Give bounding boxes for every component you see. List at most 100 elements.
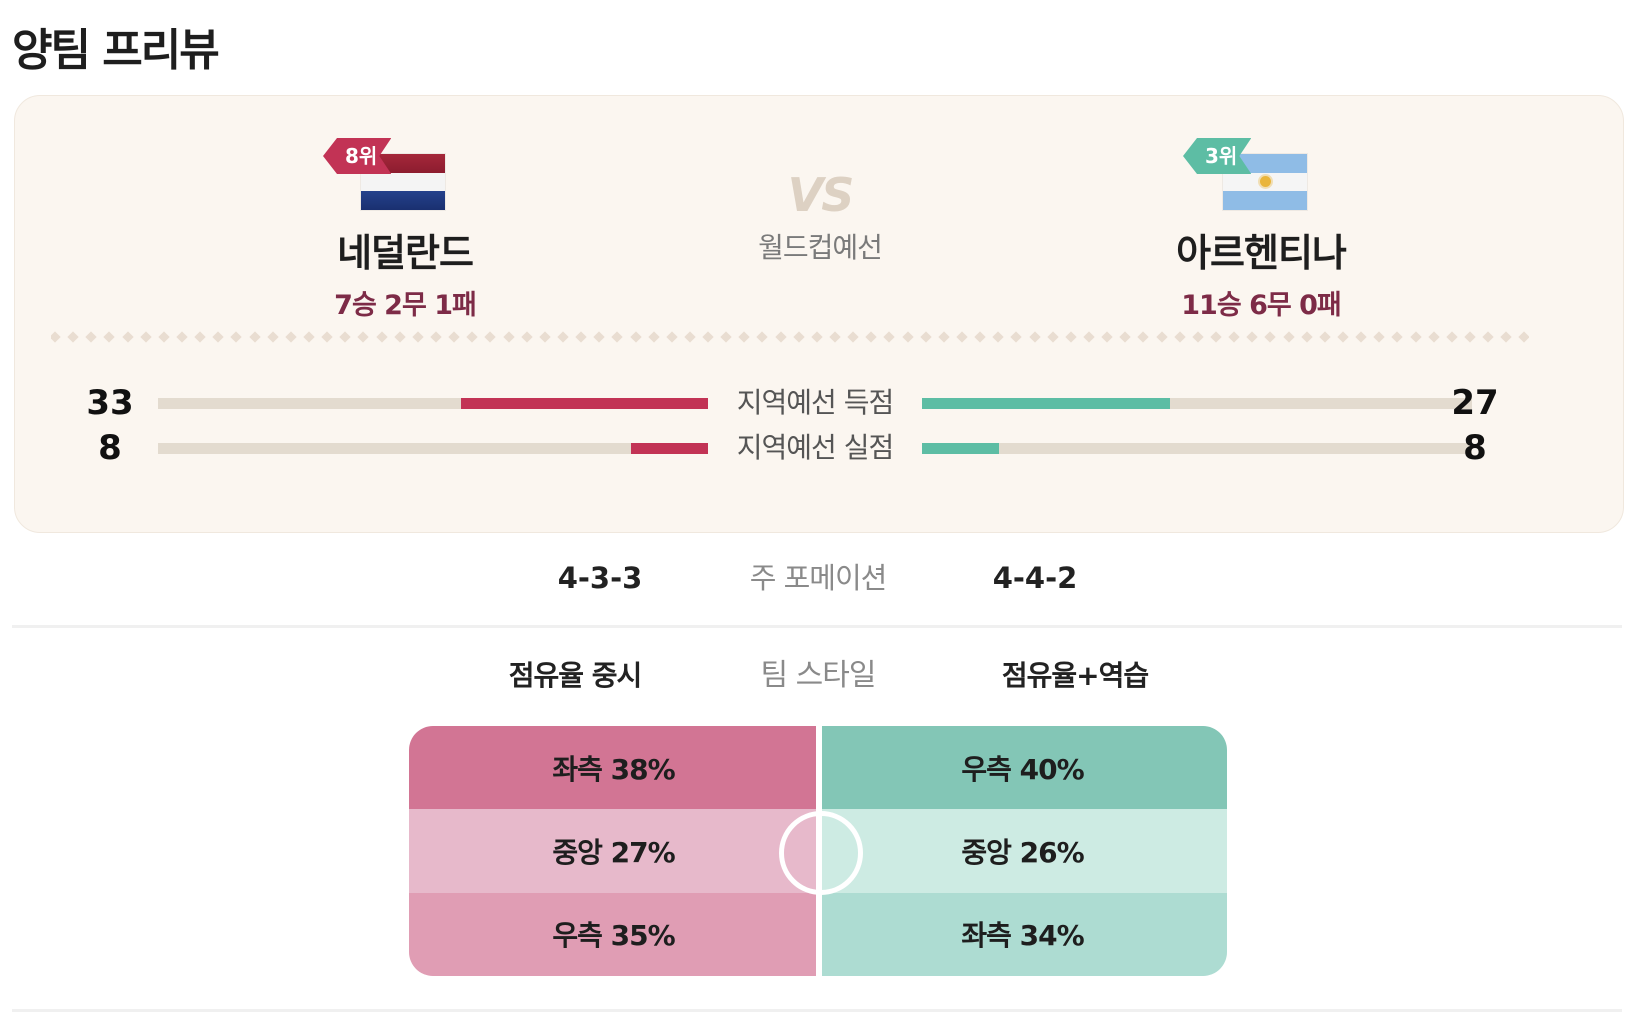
diamond-icon (793, 331, 805, 343)
away-team: 3위 아르헨티나 11승 6무 0패 (1051, 136, 1471, 322)
diamond-icon (394, 331, 406, 343)
formation-row: 4-3-3 주 포메이션 4-4-2 (0, 556, 1636, 600)
diamond-icon (629, 331, 642, 343)
home-team-name[interactable]: 네덜란드 (337, 231, 474, 275)
diamond-icon (593, 331, 605, 343)
away-stat-value: 8 (1463, 428, 1487, 468)
page-title: 양팀 프리뷰 (12, 25, 220, 76)
away-zone-top: 우측 40% (818, 726, 1227, 810)
diamond-icon (1028, 331, 1041, 343)
diamond-icon (1246, 331, 1258, 343)
formation-label: 주 포메이션 (749, 561, 888, 595)
away-stat-bar-fill (922, 398, 1170, 409)
diamond-icon (1010, 331, 1023, 343)
home-stat-value: 8 (98, 428, 122, 468)
home-formation: 4-3-3 (557, 561, 643, 595)
diamond-icon (557, 331, 569, 343)
diamond-icon (647, 331, 660, 343)
home-team: 8위 네덜란드 7승 2무 1패 (195, 136, 615, 322)
diamond-icon (1264, 331, 1277, 343)
home-attack-zones: 좌측 38% 중앙 27% 우측 35% (409, 726, 818, 976)
diamond-icon (1119, 331, 1131, 343)
away-team-style: 점유율+역습 (1001, 659, 1149, 692)
match-type: 월드컵예선 (758, 231, 883, 264)
section-divider (12, 625, 1622, 628)
diamond-icon (502, 331, 515, 343)
away-attack-zones: 우측 40% 중앙 26% 좌측 34% (818, 726, 1227, 976)
diamond-icon (248, 331, 261, 343)
attack-direction-pitch: 좌측 38% 중앙 27% 우측 35% 우측 40% 중앙 26% 좌측 34… (409, 726, 1227, 976)
diamond-icon (1391, 331, 1404, 343)
sun-icon (1259, 176, 1271, 188)
diamond-icon (1446, 331, 1458, 343)
diamond-icon (1301, 331, 1313, 343)
netherlands-flag-icon (361, 154, 445, 210)
away-zone-middle: 중앙 26% (818, 809, 1227, 893)
diamond-icon (1355, 331, 1367, 343)
away-team-record: 11승 6무 0패 (1181, 290, 1341, 321)
diamond-icon (321, 331, 333, 343)
diamond-icon (992, 331, 1004, 343)
away-team-name[interactable]: 아르헨티나 (1176, 231, 1347, 275)
diamond-icon (756, 331, 769, 343)
diamond-icon (85, 331, 97, 343)
diamond-icon (1373, 331, 1385, 343)
home-stat-bar-fill (460, 398, 708, 409)
diamond-icon (575, 331, 587, 343)
match-preview-card: 8위 네덜란드 7승 2무 1패 VS 월드컵예선 3위 아르헨티나 11승 6… (14, 95, 1624, 533)
diamond-icon (412, 331, 424, 343)
diamond-icon (684, 331, 696, 343)
diamond-icon (51, 331, 61, 343)
diamond-icon (140, 331, 152, 343)
diamond-icon (974, 331, 986, 343)
diamond-icon (1228, 331, 1240, 343)
vs-block: VS 월드컵예선 (715, 168, 925, 266)
diamond-icon (1282, 331, 1295, 343)
diamond-icon (883, 331, 896, 343)
diamond-icon (1101, 331, 1113, 343)
diamond-icon (1047, 331, 1059, 343)
diamond-icon (901, 331, 914, 343)
away-zone-bottom: 좌측 34% (818, 892, 1227, 976)
diamond-icon (1210, 331, 1222, 343)
diamond-icon (1500, 331, 1512, 343)
diamond-icon (1518, 331, 1529, 343)
diamond-icon (738, 331, 751, 343)
stat-row-goals-for: 33 지역예선 득점 27 (15, 381, 1623, 425)
diamond-icon (448, 331, 460, 343)
diamond-icon (774, 331, 787, 343)
stat-row-goals-against: 8 지역예선 실점 8 (15, 426, 1623, 470)
diamond-icon (484, 331, 497, 343)
away-formation: 4-4-2 (992, 561, 1078, 595)
diamond-icon (720, 331, 732, 343)
diamond-icon (1428, 331, 1440, 343)
home-stat-bar (158, 398, 708, 409)
stat-label: 지역예선 득점 (736, 386, 894, 419)
vs-label: VS (787, 168, 855, 222)
diamond-icon (1482, 331, 1494, 343)
diamond-icon (520, 331, 533, 343)
diamond-icon (865, 331, 877, 343)
diamond-icon (285, 331, 297, 343)
diamond-icon (811, 331, 823, 343)
away-stat-bar (922, 398, 1472, 409)
diamond-icon (702, 331, 714, 343)
home-zone-bottom: 우측 35% (409, 892, 818, 976)
diamond-icon (430, 331, 442, 343)
diamond-icon (938, 331, 950, 343)
team-style-row: 점유율 중시 팀 스타일 점유율+역습 (0, 654, 1636, 698)
diamond-icon (1174, 331, 1186, 343)
home-team-record: 7승 2무 1패 (334, 290, 477, 321)
away-stat-value: 27 (1451, 383, 1499, 423)
center-circle (779, 811, 863, 895)
diamond-icon (1409, 331, 1422, 343)
diamond-icon (194, 331, 206, 343)
home-stat-bar-fill (631, 443, 708, 454)
diamond-icon (230, 331, 243, 343)
diamond-icon (1192, 331, 1204, 343)
section-divider (12, 1009, 1622, 1012)
diamond-icon (357, 331, 370, 343)
diamond-icon (121, 331, 134, 343)
diamond-icon (666, 331, 678, 343)
diamond-icon (375, 331, 388, 343)
